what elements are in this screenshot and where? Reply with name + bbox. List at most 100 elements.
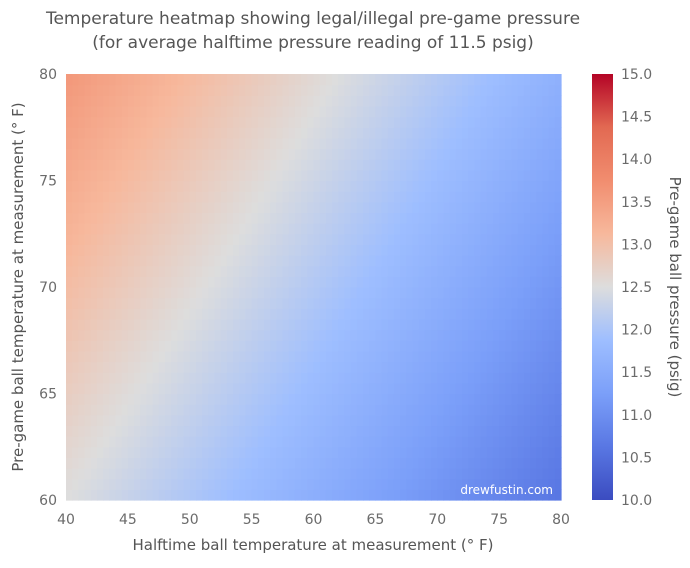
heatmap-cell: [412, 361, 420, 373]
heatmap-cell: [214, 361, 222, 373]
heatmap-cell: [332, 95, 339, 107]
heatmap-cell: [418, 244, 426, 256]
heatmap-cell: [84, 489, 92, 501]
heatmap-cell: [294, 318, 302, 331]
heatmap-cell: [294, 137, 302, 150]
heatmap-cell: [492, 393, 500, 405]
heatmap-cell: [288, 404, 296, 416]
heatmap-cell: [499, 318, 506, 331]
heatmap-cell: [369, 340, 376, 352]
heatmap-cell: [90, 414, 98, 427]
heatmap-cell: [115, 95, 123, 107]
heatmap-cell: [480, 233, 488, 245]
heatmap-cell: [233, 414, 240, 427]
heatmap-cell: [499, 372, 506, 384]
heatmap-cell: [356, 169, 364, 182]
heatmap-cell: [121, 404, 129, 416]
colorbar-tick-label: 10.0: [621, 493, 652, 509]
heatmap-cell: [165, 478, 172, 490]
heatmap-cell: [84, 276, 92, 288]
heatmap-cell: [350, 382, 358, 395]
heatmap-cell: [499, 425, 506, 437]
heatmap-cell: [325, 159, 333, 171]
heatmap-cell: [251, 116, 259, 128]
heatmap-cell: [301, 244, 308, 256]
heatmap-cell: [424, 372, 432, 384]
heatmap-cell: [412, 287, 420, 299]
heatmap-cell: [474, 361, 482, 373]
heatmap-cell: [412, 137, 420, 150]
heatmap-cell: [480, 169, 488, 182]
heatmap-cell: [214, 340, 222, 352]
heatmap-cell: [282, 489, 290, 501]
heatmap-cell: [140, 361, 148, 373]
y-tick-label: 60: [39, 493, 57, 509]
heatmap-cell: [548, 201, 556, 214]
heatmap-cell: [418, 159, 426, 171]
heatmap-cell: [276, 457, 284, 469]
heatmap-cell: [66, 361, 73, 373]
heatmap-cell: [468, 180, 475, 192]
heatmap-cell: [455, 436, 463, 448]
heatmap-cell: [505, 148, 513, 160]
heatmap-cell: [103, 361, 110, 373]
heatmap-cell: [103, 436, 110, 448]
heatmap-cell: [288, 457, 296, 469]
heatmap-cell: [165, 350, 172, 363]
heatmap-cell: [189, 159, 197, 171]
heatmap-cell: [307, 212, 315, 224]
heatmap-cell: [307, 404, 315, 416]
heatmap-cell: [294, 84, 302, 96]
heatmap-cell: [103, 116, 110, 128]
heatmap-cell: [189, 382, 197, 395]
heatmap-cell: [449, 372, 457, 384]
heatmap-cell: [313, 468, 321, 480]
heatmap-cell: [350, 212, 358, 224]
heatmap-cell: [270, 116, 277, 128]
heatmap-cell: [264, 425, 271, 437]
heatmap-cell: [220, 159, 228, 171]
heatmap-cell: [412, 244, 420, 256]
heatmap-cell: [115, 265, 123, 277]
heatmap-cell: [177, 180, 185, 192]
heatmap-cell: [462, 127, 469, 139]
heatmap-cell: [313, 372, 321, 384]
heatmap-cell: [530, 414, 537, 427]
heatmap-cell: [375, 457, 383, 469]
heatmap-cell: [542, 414, 550, 427]
heatmap-cell: [369, 318, 376, 331]
heatmap-cell: [480, 382, 488, 395]
heatmap-cell: [103, 414, 110, 427]
heatmap-cell: [474, 425, 482, 437]
heatmap-cell: [332, 148, 339, 160]
heatmap-cell: [134, 382, 141, 395]
heatmap-cell: [424, 318, 432, 331]
heatmap-cell: [499, 255, 506, 267]
heatmap-cell: [301, 361, 308, 373]
heatmap-cell: [66, 201, 73, 214]
heatmap-cell: [276, 180, 284, 192]
heatmap-cell: [245, 201, 253, 214]
heatmap-cell: [400, 414, 407, 427]
heatmap-cell: [214, 169, 222, 182]
heatmap-cell: [214, 159, 222, 171]
heatmap-cell: [418, 212, 426, 224]
heatmap-cell: [393, 340, 401, 352]
heatmap-cell: [90, 212, 98, 224]
heatmap-cell: [542, 276, 550, 288]
heatmap-cell: [202, 372, 209, 384]
heatmap-cell: [220, 478, 228, 490]
heatmap-cell: [542, 233, 550, 245]
heatmap-cell: [387, 361, 395, 373]
heatmap-cell: [542, 74, 550, 86]
heatmap-cell: [554, 489, 562, 501]
heatmap-cell: [325, 404, 333, 416]
heatmap-cell: [202, 468, 209, 480]
heatmap-cell: [208, 287, 216, 299]
heatmap-cell: [158, 287, 166, 299]
heatmap-cell: [536, 116, 544, 128]
heatmap-cell: [109, 329, 117, 341]
heatmap-cell: [165, 489, 172, 501]
heatmap-cell: [202, 404, 209, 416]
heatmap-cell: [554, 361, 562, 373]
